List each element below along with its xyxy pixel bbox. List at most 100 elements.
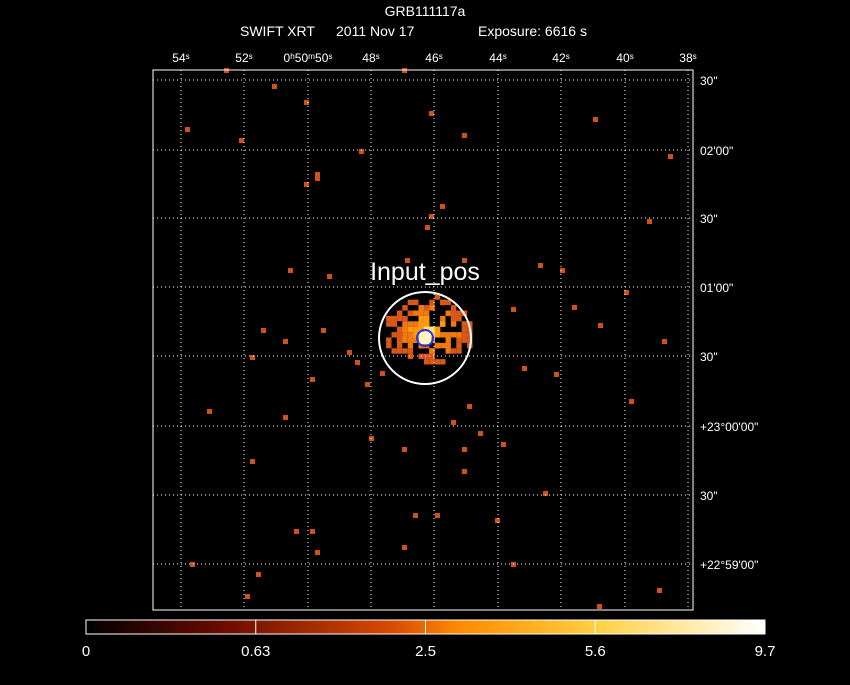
colorbar-label: 5.6 — [585, 643, 606, 660]
event-pixel — [445, 342, 451, 349]
photon-events — [185, 68, 673, 609]
dec-tick-label: +22°59'00" — [700, 558, 758, 572]
event-pixel — [440, 321, 446, 327]
event-pixel — [407, 321, 414, 327]
ra-tick-label: 52ˢ — [235, 51, 252, 65]
event-pixel — [450, 332, 457, 338]
event-pixel — [256, 572, 261, 577]
event-pixel — [418, 315, 424, 322]
event-pixel — [462, 469, 467, 474]
event-pixel — [461, 332, 468, 338]
event-pixel — [572, 305, 577, 310]
ra-tick-label: 38ˢ — [679, 51, 696, 65]
event-pixel — [304, 100, 309, 105]
event-pixel — [239, 138, 244, 143]
event-pixel — [402, 321, 408, 327]
dec-tick-label: 30" — [700, 74, 718, 88]
event-pixel — [407, 299, 414, 306]
event-pixel — [402, 348, 408, 354]
event-pixel — [662, 339, 667, 344]
title: GRB111117a — [385, 3, 466, 19]
event-pixel — [629, 399, 634, 404]
event-pixel — [423, 321, 430, 327]
event-pixel — [429, 348, 435, 354]
event-pixel — [250, 459, 255, 464]
event-pixel — [461, 321, 468, 327]
colorbar-label: 9.7 — [755, 643, 776, 660]
event-pixel — [445, 299, 451, 306]
event-pixel — [445, 348, 451, 354]
event-pixel — [425, 225, 430, 230]
event-pixel — [461, 326, 468, 333]
event-pixel — [560, 268, 565, 273]
event-pixel — [434, 294, 441, 300]
date: 2011 Nov 17 — [336, 23, 415, 39]
event-pixel — [657, 588, 662, 593]
event-pixel — [429, 353, 435, 360]
event-pixel — [418, 305, 424, 311]
event-pixel — [347, 350, 352, 355]
event-pixel — [407, 337, 414, 343]
event-pixel — [402, 326, 408, 333]
event-pixel — [554, 372, 559, 377]
event-pixel — [423, 315, 430, 322]
event-pixel — [445, 310, 451, 316]
event-pixel — [440, 204, 445, 209]
source-label: Input_pos — [370, 258, 480, 286]
event-pixel — [434, 332, 441, 338]
event-pixel — [185, 127, 190, 132]
event-pixel — [418, 310, 424, 316]
event-pixel — [283, 339, 288, 344]
event-pixel — [440, 342, 446, 349]
event-pixel — [456, 315, 462, 322]
event-pixel — [423, 310, 430, 316]
event-pixel — [429, 299, 435, 306]
event-pixel — [386, 337, 392, 343]
event-pixel — [413, 299, 419, 306]
event-pixel — [593, 117, 598, 122]
event-pixel — [434, 359, 441, 365]
event-pixel — [434, 326, 441, 333]
colorbar-label: 0.63 — [241, 643, 270, 660]
event-pixel — [511, 307, 516, 312]
event-pixel — [429, 214, 434, 219]
event-pixel — [423, 353, 430, 360]
event-pixel — [456, 337, 462, 343]
event-pixel — [391, 321, 397, 327]
event-pixel — [283, 415, 288, 420]
event-pixel — [310, 377, 315, 382]
event-pixel — [440, 359, 446, 365]
event-pixel — [402, 305, 408, 311]
event-pixel — [467, 332, 473, 338]
event-pixel — [462, 258, 467, 263]
ra-tick-label: 0ʰ50ᵐ50ˢ — [284, 51, 333, 65]
event-pixel — [396, 342, 403, 349]
event-pixel — [598, 323, 603, 328]
event-pixel — [272, 84, 277, 89]
event-pixel — [327, 274, 332, 279]
event-pixel — [429, 305, 435, 311]
event-pixel — [429, 326, 435, 333]
event-pixel — [445, 332, 451, 338]
dec-tick-label: 30" — [700, 489, 718, 503]
event-pixel — [396, 337, 403, 343]
event-pixel — [440, 299, 446, 306]
event-pixel — [380, 371, 385, 376]
event-pixel — [451, 420, 456, 425]
event-pixel — [624, 290, 629, 295]
ra-tick-label: 48ˢ — [362, 51, 379, 65]
event-pixel — [467, 337, 473, 343]
event-pixel — [359, 149, 364, 154]
ra-tick-label: 54ˢ — [172, 51, 189, 65]
event-pixel — [405, 258, 410, 263]
event-pixel — [391, 348, 397, 354]
event-pixel — [402, 545, 407, 550]
event-pixel — [386, 342, 392, 349]
event-pixel — [294, 529, 299, 534]
event-pixel — [190, 562, 195, 567]
instrument: SWIFT XRT — [240, 23, 315, 39]
event-pixel — [456, 348, 462, 354]
event-pixel — [396, 310, 403, 316]
plot-frame — [152, 69, 694, 611]
